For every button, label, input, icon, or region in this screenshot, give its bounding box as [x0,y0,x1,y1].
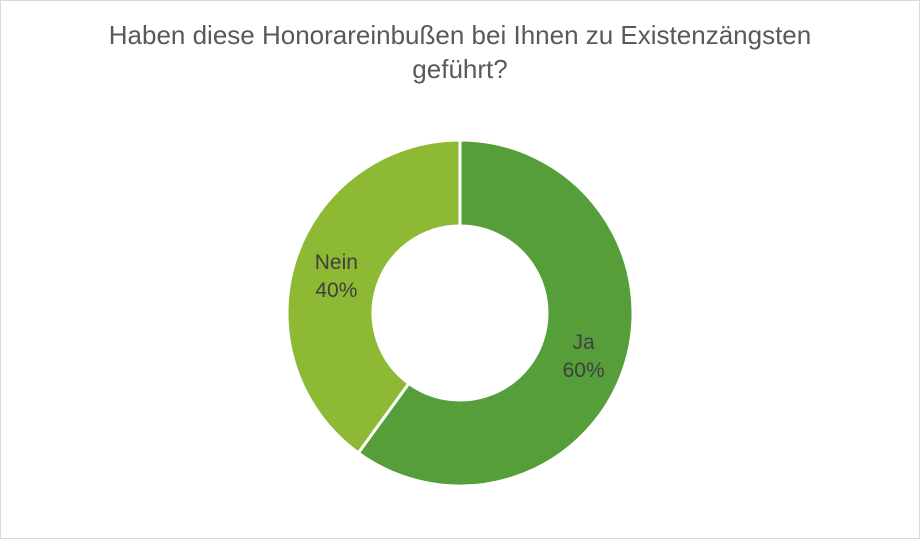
chart-title-line-1: Haben diese Honorareinbußen bei Ihnen zu… [108,20,812,50]
donut-labels: Ja 60% Nein 40% [315,251,605,382]
slice-category-ja: Ja [573,331,596,354]
slice-category-nein: Nein [315,251,358,274]
donut-slice-nein [285,138,462,456]
slice-label-nein: Nein 40% [315,251,358,302]
donut-slices [285,138,635,488]
chart-title-line-2: geführt? [412,54,508,84]
slice-percent-nein: 40% [315,279,357,302]
slice-label-ja: Ja 60% [563,331,605,382]
chart-title: Haben diese Honorareinbußen bei Ihnen zu… [0,18,920,86]
slice-percent-ja: 60% [563,359,605,382]
donut-slice-ja [356,138,635,488]
